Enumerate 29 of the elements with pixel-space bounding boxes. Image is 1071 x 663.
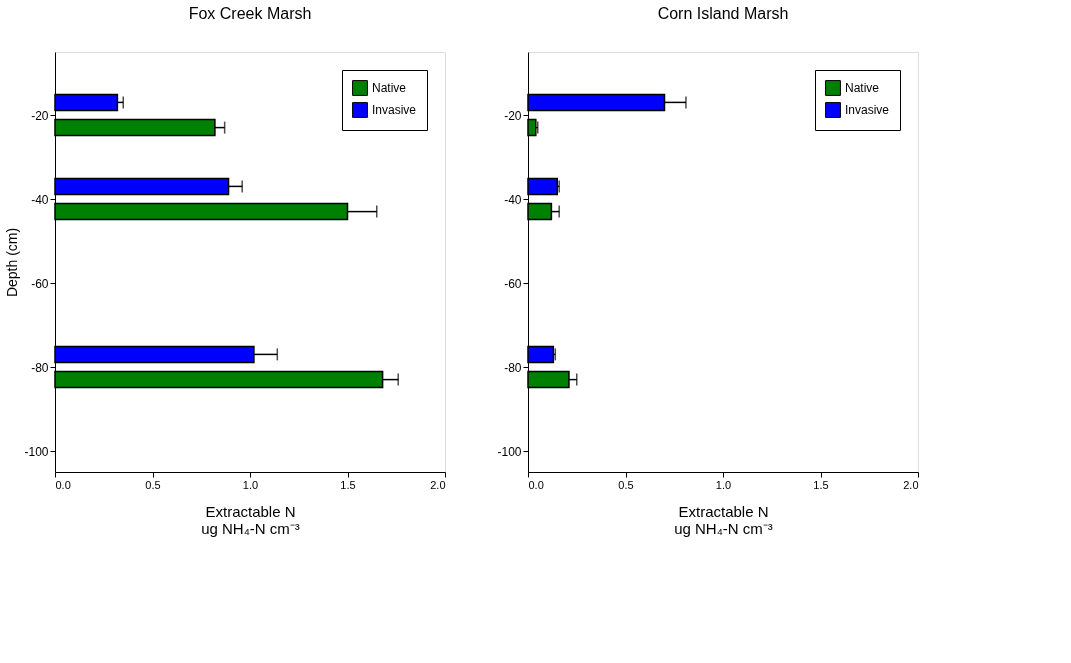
- x-tick-label: 0.0: [55, 478, 71, 491]
- x-tick-label: 1.0: [715, 478, 732, 491]
- x-axis-title: Extractable N ug NH₄-N cm⁻³: [201, 502, 300, 537]
- y-tick-label: -100: [497, 444, 522, 459]
- y-tick-label: -20: [504, 108, 522, 123]
- y-tick-label: -40: [31, 192, 49, 207]
- x-axis-title: Extractable N ug NH₄-N cm⁻³: [674, 502, 773, 537]
- y-axis-title: Depth (cm): [4, 227, 21, 298]
- legend-label: Invasive: [845, 103, 890, 117]
- chart-title: Fox Creek Marsh: [188, 5, 312, 22]
- legend-label: Native: [372, 81, 407, 95]
- x-tick-label: 0.0: [528, 478, 544, 491]
- x-tick-label: 0.5: [145, 478, 161, 491]
- x-tick-label: 1.5: [813, 478, 829, 491]
- y-tick-label: -20: [31, 108, 49, 123]
- y-tick-label: -40: [504, 192, 522, 207]
- x-tick-label: 0.5: [618, 478, 634, 491]
- x-tick-label: 2.0: [903, 478, 919, 491]
- legend-label: Invasive: [372, 103, 417, 117]
- y-tick-label: -80: [31, 360, 49, 375]
- legend-label: Native: [845, 81, 880, 95]
- chart-title: Corn Island Marsh: [657, 5, 789, 22]
- y-tick-label: -80: [504, 360, 522, 375]
- x-tick-label: 1.0: [242, 478, 259, 491]
- x-tick-label: 2.0: [430, 478, 446, 491]
- y-tick-label: -60: [31, 276, 49, 291]
- y-tick-label: -100: [24, 444, 49, 459]
- x-tick-label: 1.5: [340, 478, 356, 491]
- y-tick-label: -60: [504, 276, 522, 291]
